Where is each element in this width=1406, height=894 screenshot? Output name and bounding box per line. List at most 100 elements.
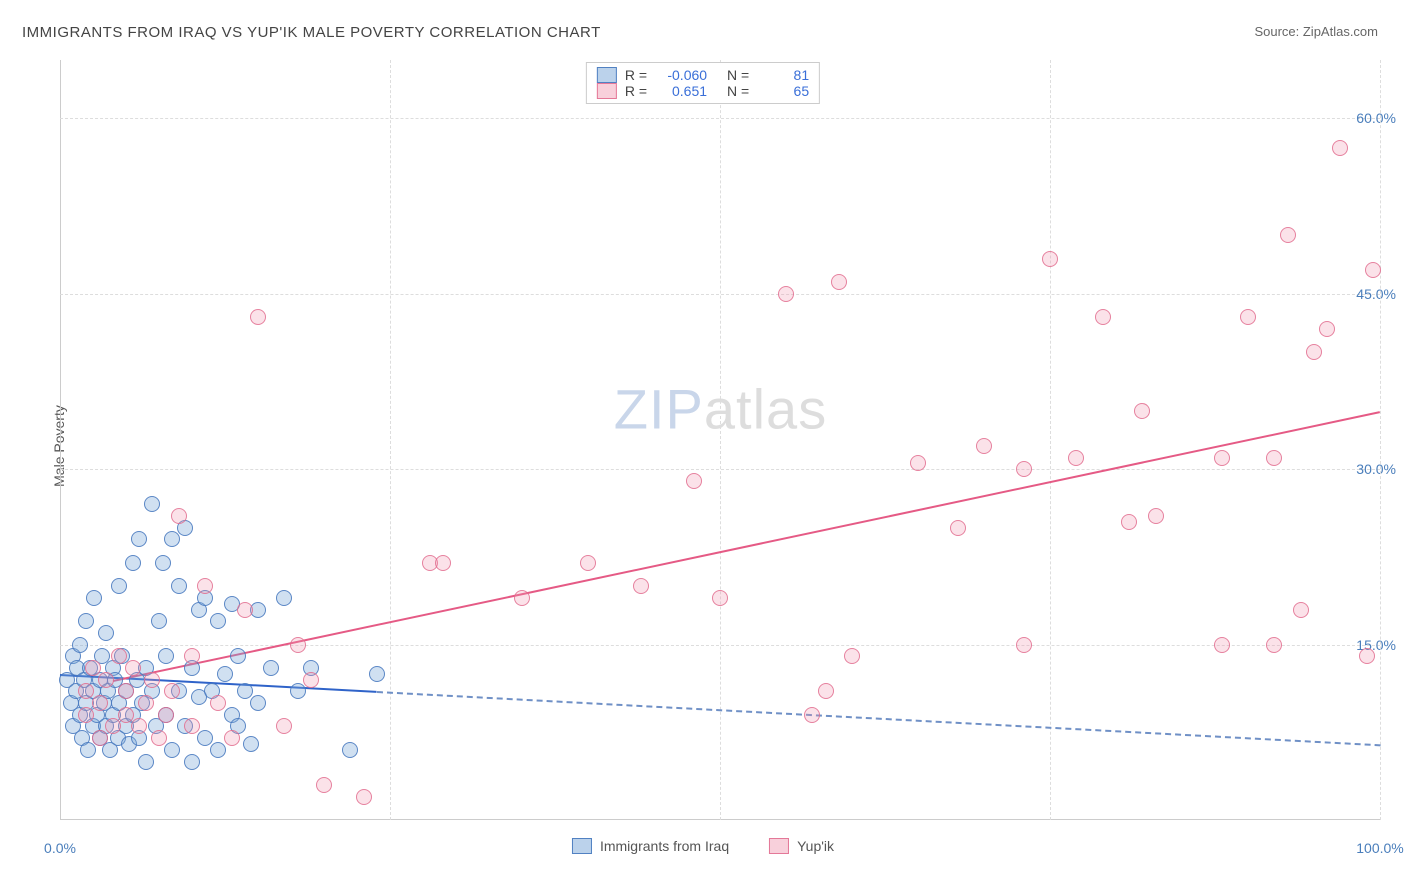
- n-value-yupik: 65: [757, 83, 809, 99]
- data-point-iraq: [164, 531, 180, 547]
- data-point-yupik: [105, 718, 121, 734]
- data-point-yupik: [131, 718, 147, 734]
- data-point-yupik: [1365, 262, 1381, 278]
- r-value-iraq: -0.060: [655, 67, 707, 83]
- data-point-yupik: [1214, 637, 1230, 653]
- data-point-iraq: [369, 666, 385, 682]
- data-point-yupik: [844, 648, 860, 664]
- data-point-yupik: [1095, 309, 1111, 325]
- data-point-yupik: [237, 602, 253, 618]
- data-point-yupik: [164, 683, 180, 699]
- gridline-v: [1050, 60, 1051, 820]
- data-point-yupik: [144, 672, 160, 688]
- data-point-iraq: [210, 742, 226, 758]
- chart-title: IMMIGRANTS FROM IRAQ VS YUP'IK MALE POVE…: [22, 24, 601, 41]
- data-point-yupik: [118, 683, 134, 699]
- data-point-yupik: [92, 730, 108, 746]
- swatch-pink-icon: [597, 83, 617, 99]
- data-point-iraq: [230, 648, 246, 664]
- data-point-yupik: [171, 508, 187, 524]
- data-point-iraq: [131, 531, 147, 547]
- data-point-yupik: [686, 473, 702, 489]
- data-point-iraq: [86, 590, 102, 606]
- data-point-iraq: [155, 555, 171, 571]
- data-point-yupik: [125, 660, 141, 676]
- data-point-yupik: [92, 695, 108, 711]
- legend-item-yupik: Yup'ik: [769, 838, 834, 854]
- data-point-iraq: [125, 555, 141, 571]
- y-tick-label: 30.0%: [1356, 461, 1396, 477]
- data-point-iraq: [138, 754, 154, 770]
- data-point-yupik: [118, 707, 134, 723]
- data-point-iraq: [237, 683, 253, 699]
- data-point-yupik: [290, 637, 306, 653]
- legend-label-iraq: Immigrants from Iraq: [600, 838, 729, 854]
- data-point-yupik: [1240, 309, 1256, 325]
- data-point-iraq: [144, 496, 160, 512]
- y-tick-label: 60.0%: [1356, 110, 1396, 126]
- data-point-yupik: [580, 555, 596, 571]
- y-tick-label: 45.0%: [1356, 286, 1396, 302]
- data-point-yupik: [158, 707, 174, 723]
- data-point-iraq: [290, 683, 306, 699]
- data-point-yupik: [712, 590, 728, 606]
- data-point-yupik: [1319, 321, 1335, 337]
- data-point-yupik: [1306, 344, 1322, 360]
- data-point-yupik: [633, 578, 649, 594]
- data-point-yupik: [85, 660, 101, 676]
- data-point-iraq: [111, 578, 127, 594]
- data-point-yupik: [1042, 251, 1058, 267]
- data-point-yupik: [976, 438, 992, 454]
- source-name: ZipAtlas.com: [1303, 24, 1378, 39]
- data-point-yupik: [831, 274, 847, 290]
- data-point-yupik: [1016, 461, 1032, 477]
- data-point-yupik: [250, 309, 266, 325]
- data-point-iraq: [217, 666, 233, 682]
- data-point-yupik: [1359, 648, 1375, 664]
- data-point-iraq: [276, 590, 292, 606]
- data-point-yupik: [950, 520, 966, 536]
- data-point-yupik: [1266, 637, 1282, 653]
- data-point-yupik: [138, 695, 154, 711]
- data-point-yupik: [1266, 450, 1282, 466]
- n-label: N =: [727, 67, 749, 83]
- data-point-yupik: [224, 730, 240, 746]
- data-point-iraq: [72, 637, 88, 653]
- data-point-yupik: [276, 718, 292, 734]
- swatch-blue-icon: [572, 838, 592, 854]
- data-point-iraq: [342, 742, 358, 758]
- bottom-legend: Immigrants from Iraq Yup'ik: [572, 838, 834, 854]
- data-point-yupik: [1148, 508, 1164, 524]
- data-point-iraq: [80, 742, 96, 758]
- gridline-v: [720, 60, 721, 820]
- stats-row-yupik: R = 0.651 N = 65: [597, 83, 809, 99]
- data-point-yupik: [1332, 140, 1348, 156]
- data-point-yupik: [356, 789, 372, 805]
- data-point-yupik: [303, 672, 319, 688]
- watermark-zip: ZIP: [614, 378, 704, 441]
- data-point-iraq: [78, 613, 94, 629]
- data-point-iraq: [210, 613, 226, 629]
- r-value-yupik: 0.651: [655, 83, 707, 99]
- data-point-yupik: [910, 455, 926, 471]
- watermark-atlas: atlas: [704, 378, 827, 441]
- data-point-yupik: [316, 777, 332, 793]
- data-point-yupik: [778, 286, 794, 302]
- data-point-iraq: [263, 660, 279, 676]
- x-tick-label: 0.0%: [44, 840, 76, 894]
- swatch-blue-icon: [597, 67, 617, 83]
- data-point-yupik: [1016, 637, 1032, 653]
- data-point-iraq: [250, 695, 266, 711]
- swatch-pink-icon: [769, 838, 789, 854]
- stats-legend: R = -0.060 N = 81 R = 0.651 N = 65: [586, 62, 820, 104]
- data-point-yupik: [184, 718, 200, 734]
- data-point-yupik: [1134, 403, 1150, 419]
- stats-row-iraq: R = -0.060 N = 81: [597, 67, 809, 83]
- data-point-iraq: [243, 736, 259, 752]
- r-label: R =: [625, 67, 647, 83]
- data-point-yupik: [818, 683, 834, 699]
- data-point-yupik: [78, 683, 94, 699]
- data-point-yupik: [98, 672, 114, 688]
- n-value-iraq: 81: [757, 67, 809, 83]
- data-point-yupik: [1121, 514, 1137, 530]
